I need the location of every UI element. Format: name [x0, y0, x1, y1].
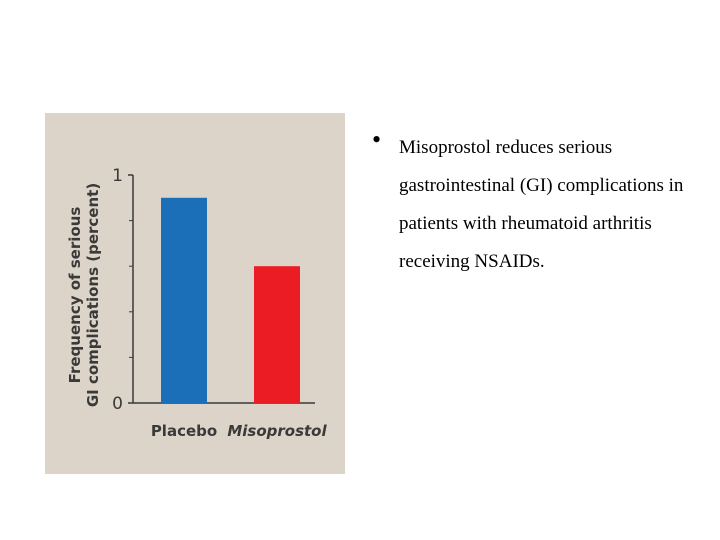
bullet-text: Misoprostol reduces serious gastrointest…	[399, 137, 684, 272]
bar-placebo	[161, 197, 207, 403]
chart-panel: Frequency of serious GI complications (p…	[45, 113, 345, 474]
bar-chart: Frequency of serious GI complications (p…	[66, 166, 328, 440]
bar-misoprostol	[254, 266, 300, 403]
category-label-placebo: Placebo	[151, 422, 217, 440]
y-axis-title-line-2: GI complications (percent)	[84, 183, 102, 407]
y-axis-title-line-1: Frequency of serious	[66, 207, 84, 384]
y-tick-label: 1	[112, 166, 123, 186]
category-labels: Placebo Misoprostol	[151, 422, 328, 440]
y-ticks: 01	[112, 166, 133, 414]
y-axis-title: Frequency of serious GI complications (p…	[66, 183, 102, 407]
y-tick-label: 0	[112, 394, 123, 414]
bullet-icon: •	[372, 125, 382, 154]
category-label-misoprostol: Misoprostol	[227, 422, 327, 440]
bars	[161, 197, 300, 403]
